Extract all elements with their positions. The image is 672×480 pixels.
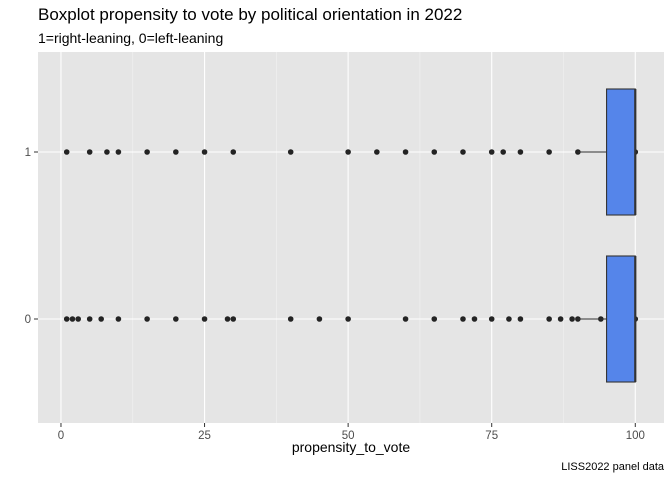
data-point — [115, 316, 122, 322]
data-point — [374, 149, 380, 155]
data-point — [506, 316, 512, 322]
data-point — [201, 316, 208, 322]
data-point — [471, 316, 478, 322]
data-point — [488, 316, 495, 322]
data-point — [546, 316, 552, 322]
data-point — [500, 149, 506, 155]
data-point — [546, 149, 552, 155]
box-group-1 — [63, 88, 639, 216]
data-point — [460, 149, 466, 155]
plot-panel — [38, 52, 664, 423]
data-point — [86, 149, 93, 155]
data-point — [63, 316, 70, 322]
box-body — [606, 88, 636, 216]
data-point — [460, 316, 466, 322]
box-group-0 — [63, 255, 639, 383]
data-point — [230, 316, 237, 322]
data-point — [230, 149, 237, 155]
data-point — [144, 316, 150, 322]
data-point — [75, 316, 82, 322]
data-point — [345, 149, 351, 155]
chart-subtitle: 1=right-leaning, 0=left-leaning — [38, 30, 223, 46]
data-point — [517, 149, 524, 155]
data-point — [104, 149, 110, 155]
data-point — [287, 149, 294, 155]
data-point — [287, 316, 294, 322]
y-tick-label: 0 — [25, 314, 31, 326]
data-point — [431, 149, 438, 155]
data-point — [488, 149, 495, 155]
chart-caption: LISS2022 panel data — [561, 461, 665, 473]
axes: 0 25 50 75 100 0 1 — [25, 147, 645, 442]
data-point — [69, 316, 76, 322]
data-point — [86, 316, 93, 322]
x-tick-label: 25 — [198, 430, 211, 442]
x-tick-label: 0 — [58, 430, 64, 442]
plot-marks — [63, 88, 639, 383]
data-point — [173, 316, 179, 322]
data-point — [201, 149, 208, 155]
chart-title: Boxplot propensity to vote by political … — [38, 5, 462, 24]
data-point — [224, 316, 231, 322]
data-point — [402, 149, 409, 155]
data-point — [115, 149, 122, 155]
data-point — [402, 316, 409, 322]
data-point — [316, 316, 323, 322]
x-tick-label: 75 — [485, 430, 498, 442]
data-point — [345, 316, 351, 322]
x-axis-title: propensity_to_vote — [292, 439, 411, 455]
data-point — [557, 316, 564, 322]
box-body — [606, 255, 636, 383]
y-tick-label: 1 — [25, 147, 31, 159]
data-point — [98, 316, 104, 322]
data-point — [173, 149, 179, 155]
x-tick-label: 50 — [342, 430, 355, 442]
data-point — [569, 316, 575, 322]
data-point — [63, 149, 70, 155]
data-point — [431, 316, 438, 322]
x-tick-label: 100 — [626, 430, 645, 442]
data-point — [517, 316, 524, 322]
data-point — [144, 149, 150, 155]
